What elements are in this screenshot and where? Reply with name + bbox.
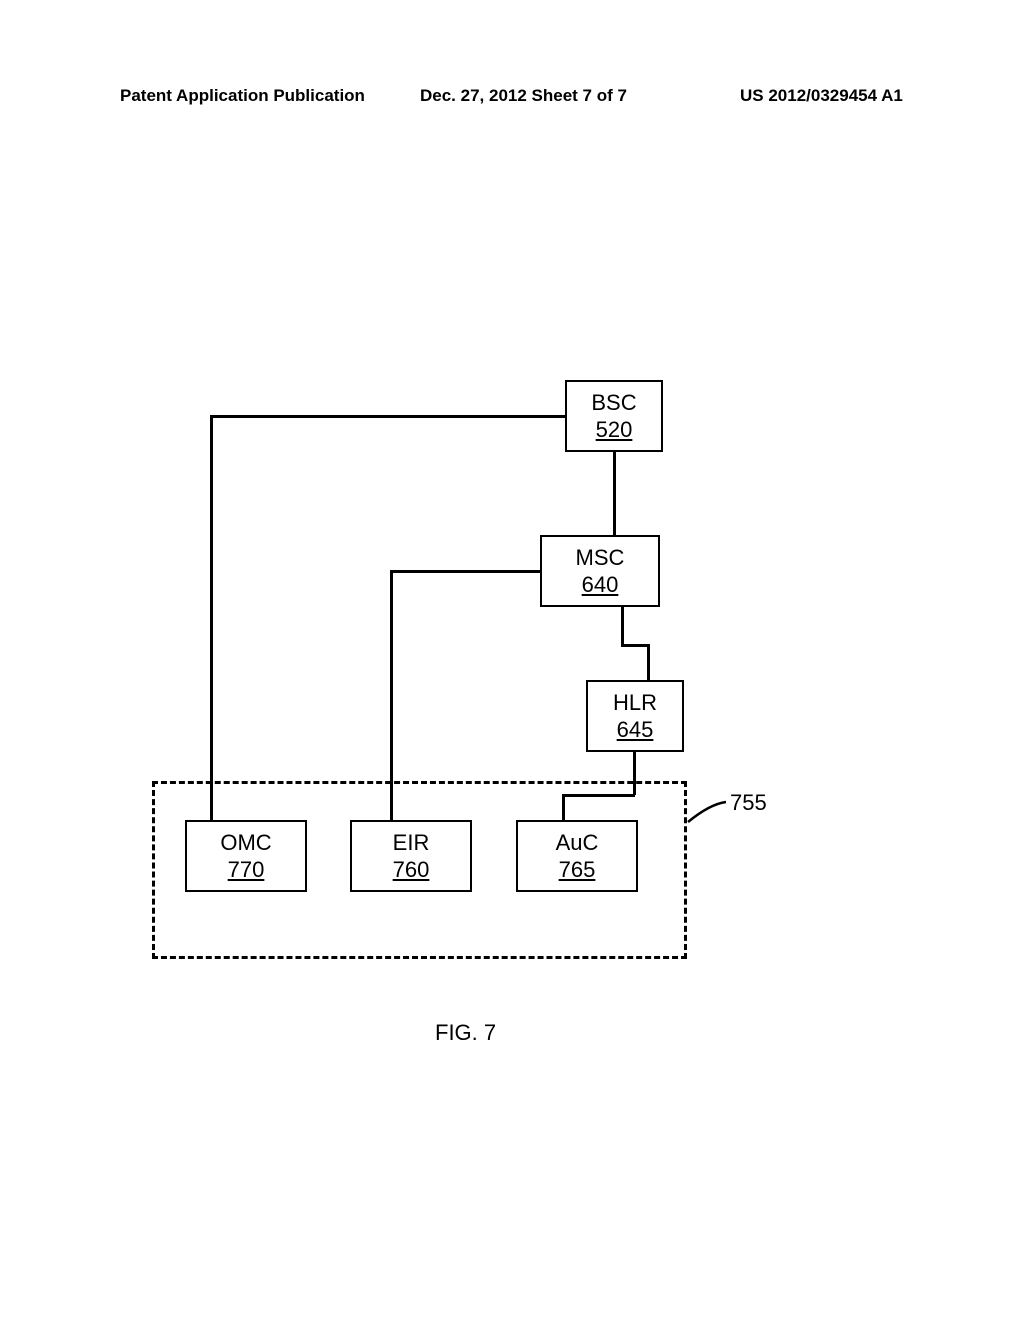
figure-caption: FIG. 7: [435, 1020, 496, 1046]
node-bsc-label: BSC: [591, 389, 636, 417]
edge-bsc-omc-h: [210, 415, 565, 418]
node-hlr-label: HLR: [613, 689, 657, 717]
node-msc-label: MSC: [576, 544, 625, 572]
node-omc: OMC 770: [185, 820, 307, 892]
node-auc-ref: 765: [559, 856, 596, 884]
figure-7-diagram: BSC 520 MSC 640 HLR 645 OMC 770 EIR 760 …: [0, 0, 1024, 1320]
edge-bsc-omc-v: [210, 415, 213, 820]
node-hlr-ref: 645: [617, 716, 654, 744]
node-hlr: HLR 645: [586, 680, 684, 752]
pointer-755-icon: [680, 798, 730, 828]
node-msc: MSC 640: [540, 535, 660, 607]
node-eir-ref: 760: [393, 856, 430, 884]
group-755-ref: 755: [730, 790, 767, 816]
node-bsc-ref: 520: [596, 416, 633, 444]
node-bsc: BSC 520: [565, 380, 663, 452]
node-eir: EIR 760: [350, 820, 472, 892]
node-omc-ref: 770: [228, 856, 265, 884]
edge-msc-eir-h: [390, 570, 540, 573]
edge-msc-hlr-v1: [621, 607, 624, 645]
edge-msc-hlr-v2: [647, 644, 650, 680]
edge-bsc-msc: [613, 452, 616, 535]
node-omc-label: OMC: [220, 829, 271, 857]
edge-msc-hlr-h: [621, 644, 650, 647]
node-auc: AuC 765: [516, 820, 638, 892]
node-msc-ref: 640: [582, 571, 619, 599]
node-auc-label: AuC: [556, 829, 599, 857]
node-eir-label: EIR: [393, 829, 430, 857]
